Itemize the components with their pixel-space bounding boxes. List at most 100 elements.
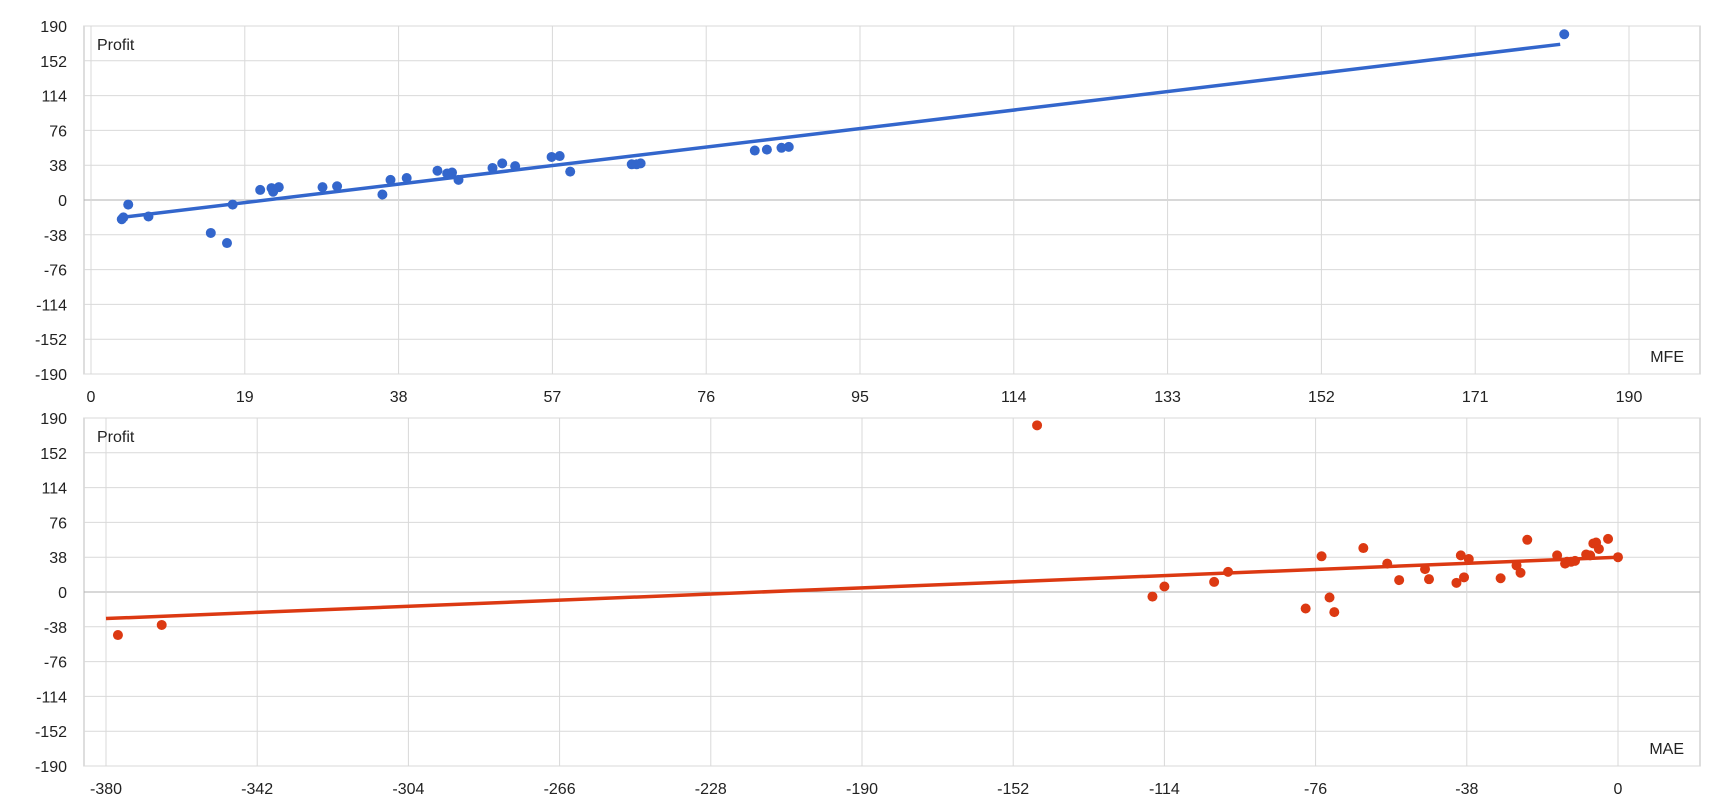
chart2-data-point [1324,592,1335,603]
chart1-y-tick-label: -190 [35,367,67,384]
chart1-data-point [432,165,443,176]
chart2-data-point [1420,564,1431,575]
chart2-y-tick-label: 152 [40,446,67,463]
chart1-y-tick-label: -76 [44,263,67,280]
chart1-y-tick-label: 152 [40,54,67,71]
chart1-data-point [273,182,284,193]
chart1-y-tick-label: 190 [40,19,67,36]
chart2-x-tick-label: -228 [695,781,727,798]
chart2-data-point [1522,534,1533,545]
chart2-data-point [1223,566,1234,577]
chart1-y-tick-label: 114 [41,89,67,106]
chart2-data-point [1511,560,1522,571]
chart1-data-point [554,151,565,162]
chart1-data-point [453,174,464,185]
chart1-x-tick-label: 0 [87,389,96,406]
chart2-x-tick-label: -380 [90,781,122,798]
chart2-y-tick-label: 114 [41,481,67,498]
chart2-x-tick-label: -190 [846,781,878,798]
chart2-x-tick-label: -38 [1455,781,1478,798]
chart1-trendline [121,42,1561,220]
chart1-data-point [783,141,794,152]
chart1-data-point [332,181,343,192]
chart2-y-tick-label: 76 [49,515,67,532]
chart2-data-point [1613,552,1623,563]
chart1-data-point [487,162,498,173]
chart2-y-axis-label: Profit [97,429,135,446]
chart2-x-tick-label: -304 [392,781,424,798]
chart2-data-point [1552,550,1563,561]
chart1-data-point [749,145,760,156]
chart2-y-tick-label: -114 [36,689,67,706]
chart1-data-point [401,173,412,184]
chart1-x-axis-label: MFE [1650,349,1684,366]
chart2-data-point [1495,573,1506,584]
chart2-data-point [1459,572,1470,583]
chart2-data-point [1394,575,1405,586]
chart2-x-tick-label: -266 [544,781,576,798]
chart1-y-tick-label: -114 [36,297,67,314]
chart1-y-axis-label: Profit [97,37,135,54]
chart1-data-point [385,174,396,185]
chart1-data-point [221,238,232,249]
chart2-data-point [1209,576,1220,587]
chart1-x-tick-label: 133 [1154,389,1181,406]
chart1-y-tick-label: -38 [44,228,67,245]
chart2-x-tick-label: -114 [1149,781,1180,798]
chart1-x-tick-label: 190 [1616,389,1643,406]
chart2-data-point [1515,567,1526,578]
chart2-data-point [1570,555,1581,566]
chart1-data-point [227,199,238,210]
chart1-data-point [205,227,216,238]
chart2-data-point [156,619,167,630]
chart1-x-tick-label: 57 [544,389,562,406]
chart1-data-point [118,212,129,223]
chart2-data-point [1463,554,1474,565]
chart2-data-point [1603,533,1614,544]
chart2-y-tick-label: -190 [35,759,67,776]
chart2-y-tick-label: 0 [58,585,67,602]
chart1-data-point [447,167,458,178]
chart2-x-tick-label: 0 [1614,781,1623,798]
chart1-data-point [317,182,328,193]
chart2-data-point [1451,577,1462,588]
chart2-data-point [1593,543,1604,554]
chart2-y-tick-label: 38 [49,550,67,567]
chart2-y-tick-label: -76 [44,655,67,672]
chart2-x-tick-label: -76 [1304,781,1327,798]
chart2-x-tick-label: -342 [241,781,273,798]
chart1-y-tick-label: 76 [49,123,67,140]
chart2-y-tick-label: -38 [44,620,67,637]
chart1-x-tick-label: 19 [236,389,254,406]
chart1-y-tick-label: -152 [35,332,67,349]
chart2-y-tick-label: -152 [35,724,67,741]
chart1-data-point [635,158,646,169]
chart2-data-point [1329,607,1340,618]
chart1-data-point [123,199,134,210]
chart1-y-tick-label: 38 [49,158,67,175]
chart1-data-point [497,158,508,169]
chart2-data-point [1358,543,1369,554]
chart2-data-point [1316,551,1327,562]
chart1-data-point [255,184,266,195]
chart2-data-point [1455,550,1466,561]
chart1-x-tick-label: 38 [390,389,408,406]
chart1-data-point [565,166,576,177]
chart2-trendline [105,555,1619,621]
chart1-data-point [377,189,388,200]
chart2-x-tick-label: -152 [997,781,1029,798]
chart1-data-point [761,144,772,155]
chart1-data-point [1559,29,1570,40]
chart2-y-tick-label: 190 [40,411,67,428]
chart1-data-point [546,151,557,162]
chart2-data-point [112,630,123,641]
chart1-data-point [143,211,154,222]
chart2-data-point [1424,574,1434,585]
chart2-data-point [1300,603,1311,614]
chart2-x-axis-label: MAE [1649,741,1684,758]
chart2-data-point [1585,550,1596,561]
chart1-data-point [776,142,787,153]
chart1-x-tick-label: 152 [1308,389,1335,406]
